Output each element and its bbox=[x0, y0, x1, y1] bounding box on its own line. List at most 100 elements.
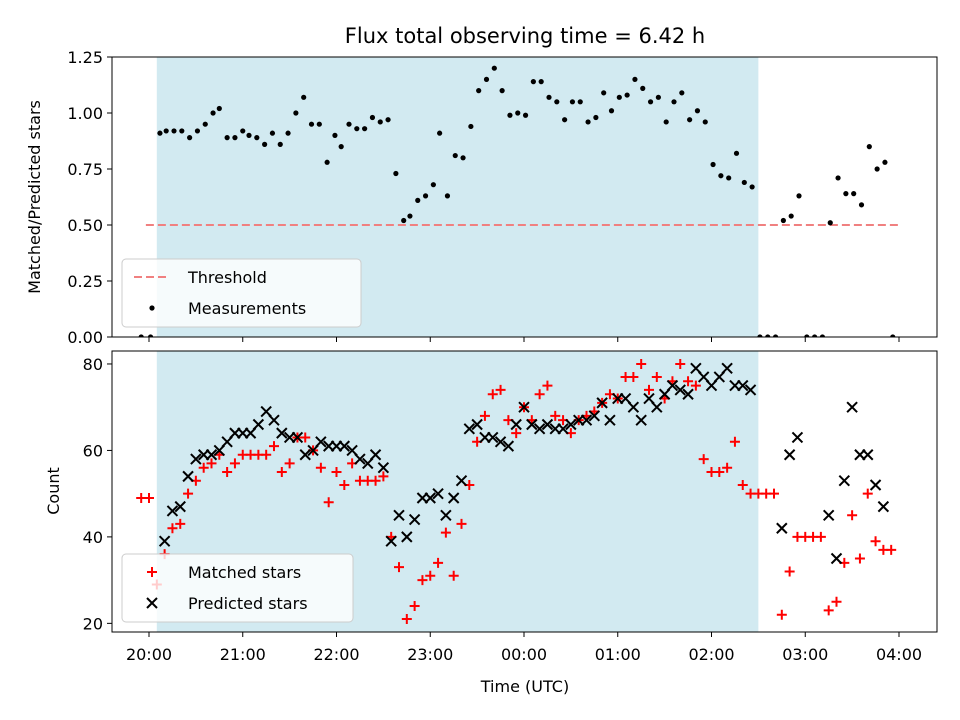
measurement-point bbox=[624, 92, 630, 98]
measurement-point bbox=[202, 121, 208, 127]
predicted-stars-point bbox=[838, 474, 851, 487]
matched-stars-point bbox=[823, 605, 834, 616]
matched-stars-point bbox=[683, 376, 694, 387]
predicted-stars-point bbox=[783, 449, 796, 461]
y-tick-label: 1.00 bbox=[67, 104, 103, 123]
predicted-stars-point bbox=[682, 388, 694, 400]
predicted-stars-point bbox=[635, 414, 647, 426]
measurement-point bbox=[819, 334, 826, 337]
predicted-stars-point bbox=[471, 418, 483, 431]
predicted-stars-point bbox=[588, 410, 601, 422]
measurement-point bbox=[835, 175, 841, 181]
measurement-point bbox=[452, 152, 458, 159]
matched-stars-point bbox=[401, 614, 412, 625]
matched-stars-point bbox=[487, 389, 498, 400]
measurement-point bbox=[757, 334, 763, 337]
matched-stars-point bbox=[862, 488, 873, 499]
predicted-stars-point bbox=[447, 492, 460, 504]
measurement-point bbox=[827, 220, 833, 226]
x-tick-label: 22:00 bbox=[313, 645, 359, 664]
measurement-point bbox=[647, 99, 654, 105]
matched-stars-point bbox=[651, 371, 662, 382]
matched-stars-point bbox=[542, 380, 553, 391]
predicted-stars-point bbox=[596, 397, 608, 409]
measurement-point bbox=[601, 90, 607, 96]
measurement-point bbox=[232, 135, 238, 141]
matched-stars-point bbox=[276, 467, 287, 478]
x-tick-label: 21:00 bbox=[220, 645, 266, 664]
matched-stars-point bbox=[784, 566, 795, 577]
y-tick-label: 1.25 bbox=[67, 48, 103, 67]
measurement-point bbox=[157, 130, 163, 136]
matched-stars-point bbox=[698, 454, 709, 465]
measurement-point bbox=[718, 173, 724, 179]
measurement-point bbox=[338, 144, 344, 150]
predicted-stars-point bbox=[424, 492, 436, 504]
predicted-stars-point bbox=[518, 401, 530, 413]
predicted-stars-point bbox=[846, 401, 858, 413]
matched-stars-point bbox=[394, 562, 404, 573]
matched-stars-point bbox=[644, 384, 654, 395]
measurement-point bbox=[866, 144, 872, 150]
measurement-point bbox=[240, 128, 246, 134]
predicted-stars-point bbox=[627, 401, 640, 413]
predicted-stars-point bbox=[862, 449, 874, 461]
measurement-point bbox=[369, 114, 376, 121]
matched-stars-point bbox=[776, 609, 787, 620]
matched-stars-point bbox=[440, 527, 451, 538]
predicted-stars-point bbox=[190, 453, 202, 465]
measurement-point bbox=[407, 213, 413, 219]
predicted-stars-point bbox=[533, 423, 546, 435]
predicted-stars-point bbox=[651, 401, 663, 413]
x-tick-label: 01:00 bbox=[595, 645, 641, 664]
x-tick-label: 03:00 bbox=[782, 645, 828, 664]
measurement-point bbox=[749, 184, 755, 190]
matched-stars-point bbox=[448, 570, 459, 581]
measurement-point bbox=[655, 94, 661, 100]
predicted-stars-point bbox=[830, 552, 843, 565]
plot-area bbox=[136, 358, 897, 625]
predicted-stars-point bbox=[557, 423, 569, 435]
measurement-point bbox=[422, 193, 429, 199]
matched-stars-point bbox=[261, 449, 272, 460]
measurement-point bbox=[726, 175, 732, 181]
matched-stars-point bbox=[729, 436, 740, 447]
predicted-stars-point bbox=[541, 418, 554, 431]
matched-stars-point bbox=[229, 458, 240, 469]
measurement-point bbox=[444, 193, 451, 199]
predicted-stars-point bbox=[166, 505, 179, 517]
matched-stars-point bbox=[847, 510, 858, 521]
predicted-stars-point bbox=[158, 535, 171, 547]
predicted-stars-point bbox=[174, 500, 186, 513]
plot-area bbox=[138, 65, 899, 337]
measurement-point bbox=[679, 90, 685, 96]
predicted-stars-point bbox=[385, 535, 397, 547]
predicted-stars-point bbox=[822, 509, 835, 521]
predicted-stars-point bbox=[440, 509, 452, 521]
measurement-point bbox=[585, 119, 591, 125]
measurement-point bbox=[393, 170, 399, 177]
measurement-point bbox=[616, 94, 622, 100]
measurement-point bbox=[890, 334, 896, 337]
measurement-point bbox=[401, 217, 407, 224]
measurement-point bbox=[632, 76, 638, 82]
x-tick-label: 20:00 bbox=[126, 645, 172, 664]
measurement-point bbox=[515, 110, 521, 116]
measurement-point bbox=[277, 141, 283, 147]
measurement-point bbox=[577, 99, 583, 105]
legend-matched-swatch bbox=[147, 567, 157, 577]
series-measurements bbox=[138, 65, 896, 337]
measurement-point bbox=[171, 128, 177, 134]
bottom-panel: 20 40 60 80 20:00 21:00 22:00 23:00 00:00 01:00 02… bbox=[44, 350, 938, 696]
measurement-point bbox=[187, 135, 193, 141]
predicted-stars-point bbox=[455, 474, 468, 487]
matched-stars-point bbox=[183, 488, 194, 499]
measurement-point bbox=[476, 88, 482, 94]
measurement-point bbox=[499, 88, 505, 94]
measurement-point bbox=[301, 94, 307, 100]
predicted-stars-point bbox=[776, 522, 788, 534]
predicted-stars-point bbox=[408, 513, 421, 526]
y-axis-label: Count bbox=[44, 467, 63, 515]
predicted-stars-point bbox=[377, 462, 390, 474]
